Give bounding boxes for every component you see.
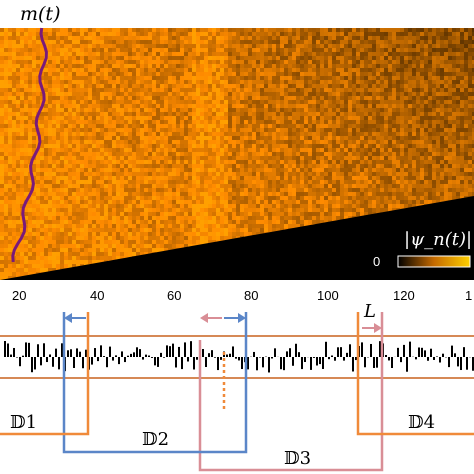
arrow-blue-left xyxy=(64,313,86,323)
domain-4-label: 𝔻4 xyxy=(408,412,435,433)
disorder-bars xyxy=(4,341,474,373)
domain-2-bracket xyxy=(62,312,248,454)
x-axis: 20 20 40 60 80 100 120 1 xyxy=(12,288,472,303)
dark-region xyxy=(0,196,474,280)
domain-4-bracket xyxy=(356,312,474,436)
tick-label: 120 xyxy=(393,288,415,303)
m-curve xyxy=(11,27,48,263)
tick-label: 1 xyxy=(465,288,472,303)
tick-label: 20 xyxy=(12,288,26,303)
domain-3-bracket xyxy=(198,312,384,472)
domain-1-label: 𝔻1 xyxy=(10,412,37,433)
tick-label: 80 xyxy=(244,288,258,303)
arrow-blue-right xyxy=(224,313,246,323)
domain-2-label: 𝔻2 xyxy=(142,429,169,450)
colorbar-min-label: 0 xyxy=(373,254,380,269)
tick-label: 40 xyxy=(90,288,104,303)
arrow-pink-left xyxy=(200,313,222,323)
heatmap-panel: m(t) |ψ_n(t)| 0 xyxy=(0,3,474,280)
heatmap-cells xyxy=(0,28,474,280)
length-label: L xyxy=(363,301,376,322)
domain-1-bracket xyxy=(0,312,90,436)
tick-label: 60 xyxy=(167,288,181,303)
colorbar-label: |ψ_n(t)| xyxy=(404,229,472,250)
arrow-length xyxy=(362,323,382,333)
potential-panel: L 𝔻1 𝔻2 𝔻3 𝔻4 xyxy=(0,301,474,472)
tick-label: 100 xyxy=(317,288,339,303)
colorbar xyxy=(397,255,471,268)
domain-3-label: 𝔻3 xyxy=(284,448,311,469)
curve-label: m(t) xyxy=(20,3,60,25)
